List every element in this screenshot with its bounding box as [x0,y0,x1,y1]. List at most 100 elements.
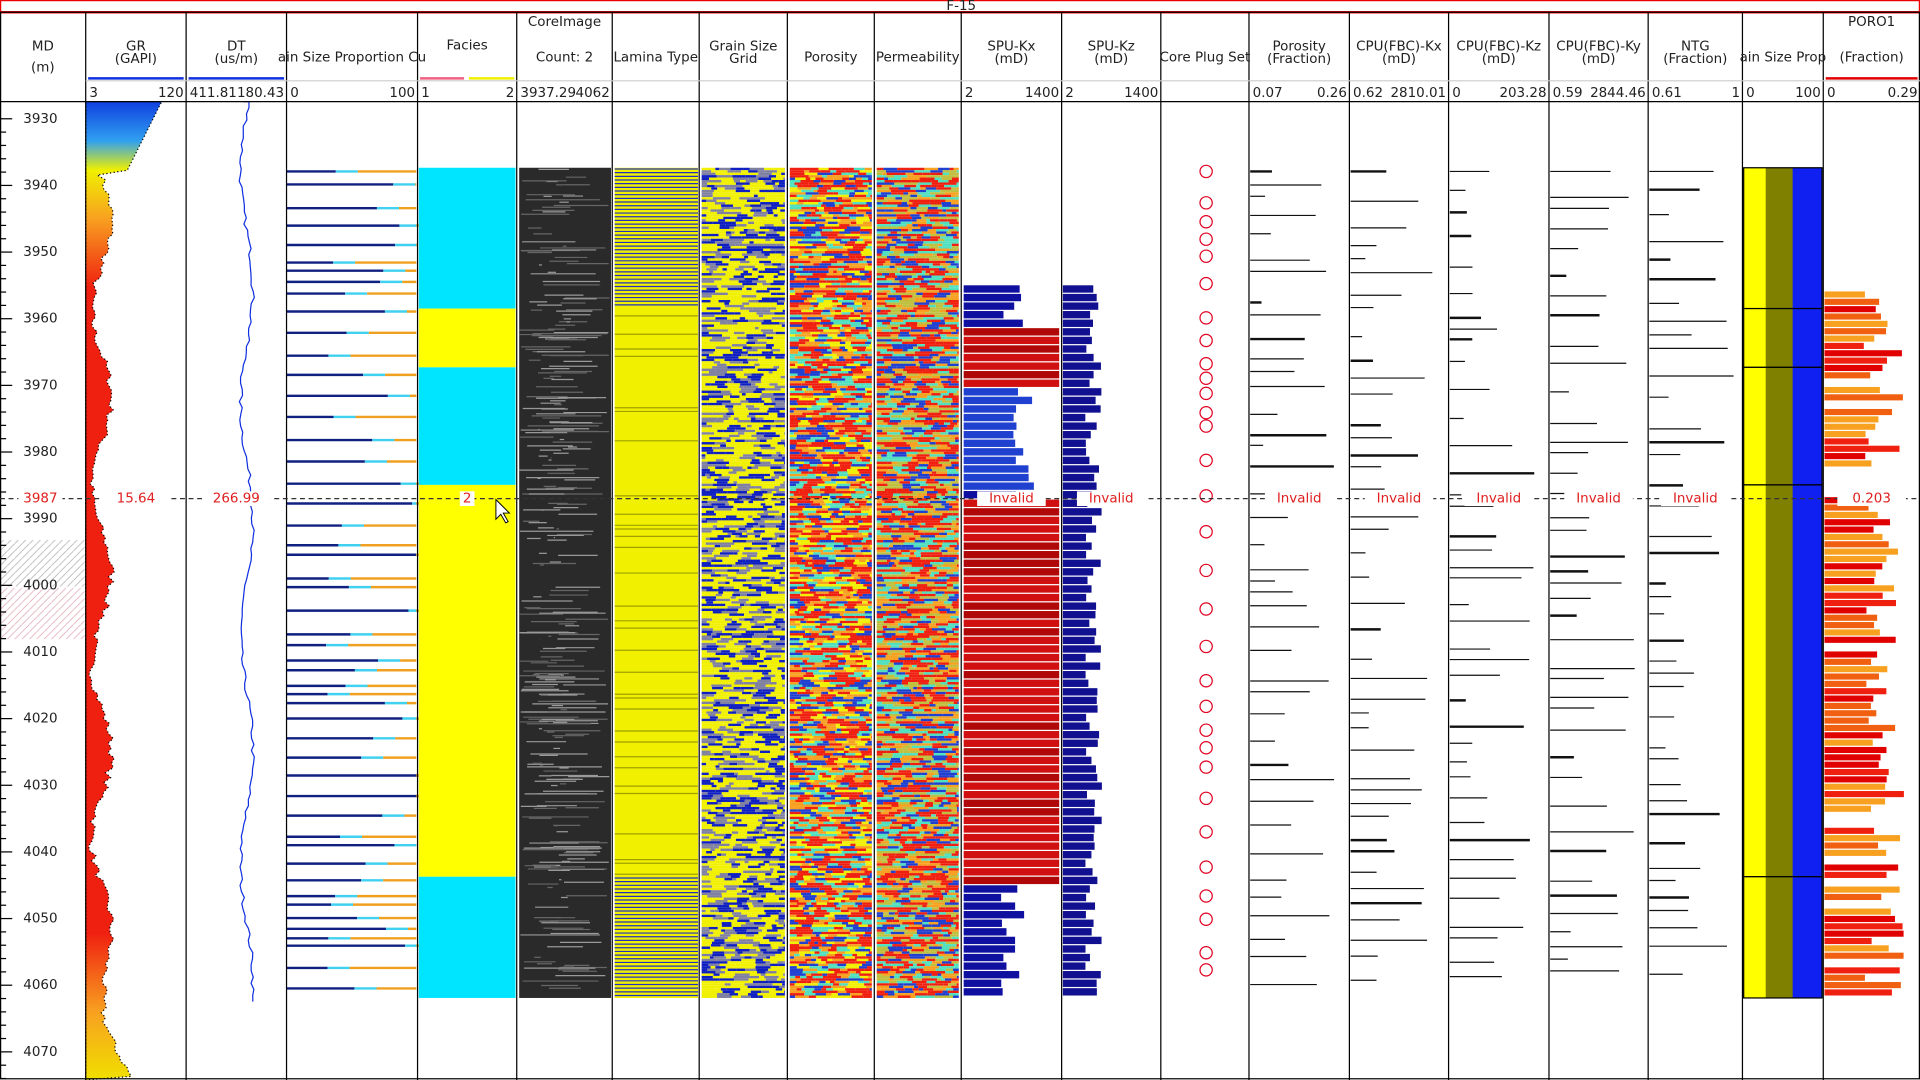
texture-cell [757,870,774,874]
texture-cell [856,221,863,225]
texture-cell [822,444,836,447]
texture-cell [712,897,724,900]
texture-cell [707,417,718,420]
texture-cell [734,547,745,550]
texture-cell [701,615,710,619]
texture-cell [759,407,769,411]
texture-cell [776,307,785,310]
texture-cell [789,280,802,283]
texture-cell [701,231,711,234]
texture-cell [850,483,862,487]
texture-cell [811,295,823,298]
texture-cell [753,192,759,195]
texture-cell [762,787,771,790]
texture-cell [744,618,754,621]
texture-cell [749,701,755,705]
texture-cell [762,331,776,335]
texture-cell [769,415,778,418]
texture-cell [729,184,743,188]
texture-cell [771,172,782,176]
texture-cell [837,334,846,337]
texture-cell [844,417,851,420]
texture-cell [777,412,785,416]
texture-cell [764,863,770,866]
texture-cell [826,520,834,523]
texture-cell [847,248,852,252]
texture-cell [705,488,710,492]
texture-cell [774,576,781,580]
texture-cell [821,351,832,354]
texture-cell [789,422,799,425]
texture-cell [743,907,750,910]
texture-cell [845,346,853,349]
texture-cell [731,912,742,915]
texture-cell [774,799,780,803]
texture-cell [781,934,785,937]
texture-cell [721,285,731,288]
texture-cell [716,993,730,996]
texture-cell [838,300,854,303]
texture-cell [701,657,708,660]
texture-cell [783,973,785,976]
texture-cell [869,473,872,477]
texture-cell [749,875,758,878]
texture-cell [701,517,706,521]
texture-cell [730,956,745,959]
texture-cell [798,348,815,352]
texture-cell [723,946,740,949]
texture-cell [701,248,718,252]
texture-cell [789,520,804,523]
texture-cell [748,777,762,780]
texture-cell [779,637,785,641]
texture-cell [827,363,837,367]
texture-cell [789,285,805,288]
texture-cell [789,273,794,276]
texture-cell [780,451,785,455]
texture-cell [795,177,806,180]
texture-cell [769,236,780,239]
texture-cell [843,402,851,406]
texture-cell [705,375,713,379]
texture-cell [846,527,858,531]
texture-cell [712,630,723,634]
texture-cell [721,667,733,670]
texture-cell [854,434,864,438]
texture-cell [728,270,735,274]
texture-cell [751,696,765,700]
texture-cell [723,696,730,700]
texture-cell [753,263,765,266]
texture-cell [824,307,833,310]
texture-cell [747,214,754,217]
texture-cell [719,706,729,709]
texture-cell [724,397,738,401]
texture-cell [777,415,785,418]
texture-cell [763,647,769,651]
texture-cell [843,258,857,261]
texture-cell [718,762,723,766]
texture-cell [701,429,707,433]
texture-cell [861,432,871,435]
texture-cell [745,684,750,687]
texture-cell [857,187,869,190]
texture-cell [776,696,785,700]
texture-cell [713,576,727,580]
texture-cell [706,993,717,996]
texture-cell [724,312,735,315]
texture-cell [837,216,850,220]
texture-cell [835,481,847,484]
texture-cell [757,180,764,183]
texture-cell [750,437,757,440]
texture-cell [746,199,761,203]
texture-cell [701,802,708,805]
texture-cell [860,363,872,367]
texture-cell [798,351,802,354]
texture-cell [762,282,771,286]
texture-cell [776,231,785,234]
texture-cell [701,515,712,518]
texture-cell [867,243,872,247]
texture-cell [701,611,706,614]
texture-cell [864,530,872,533]
texture-cell [741,581,745,585]
texture-cell [804,368,817,372]
texture-cell [721,735,737,739]
